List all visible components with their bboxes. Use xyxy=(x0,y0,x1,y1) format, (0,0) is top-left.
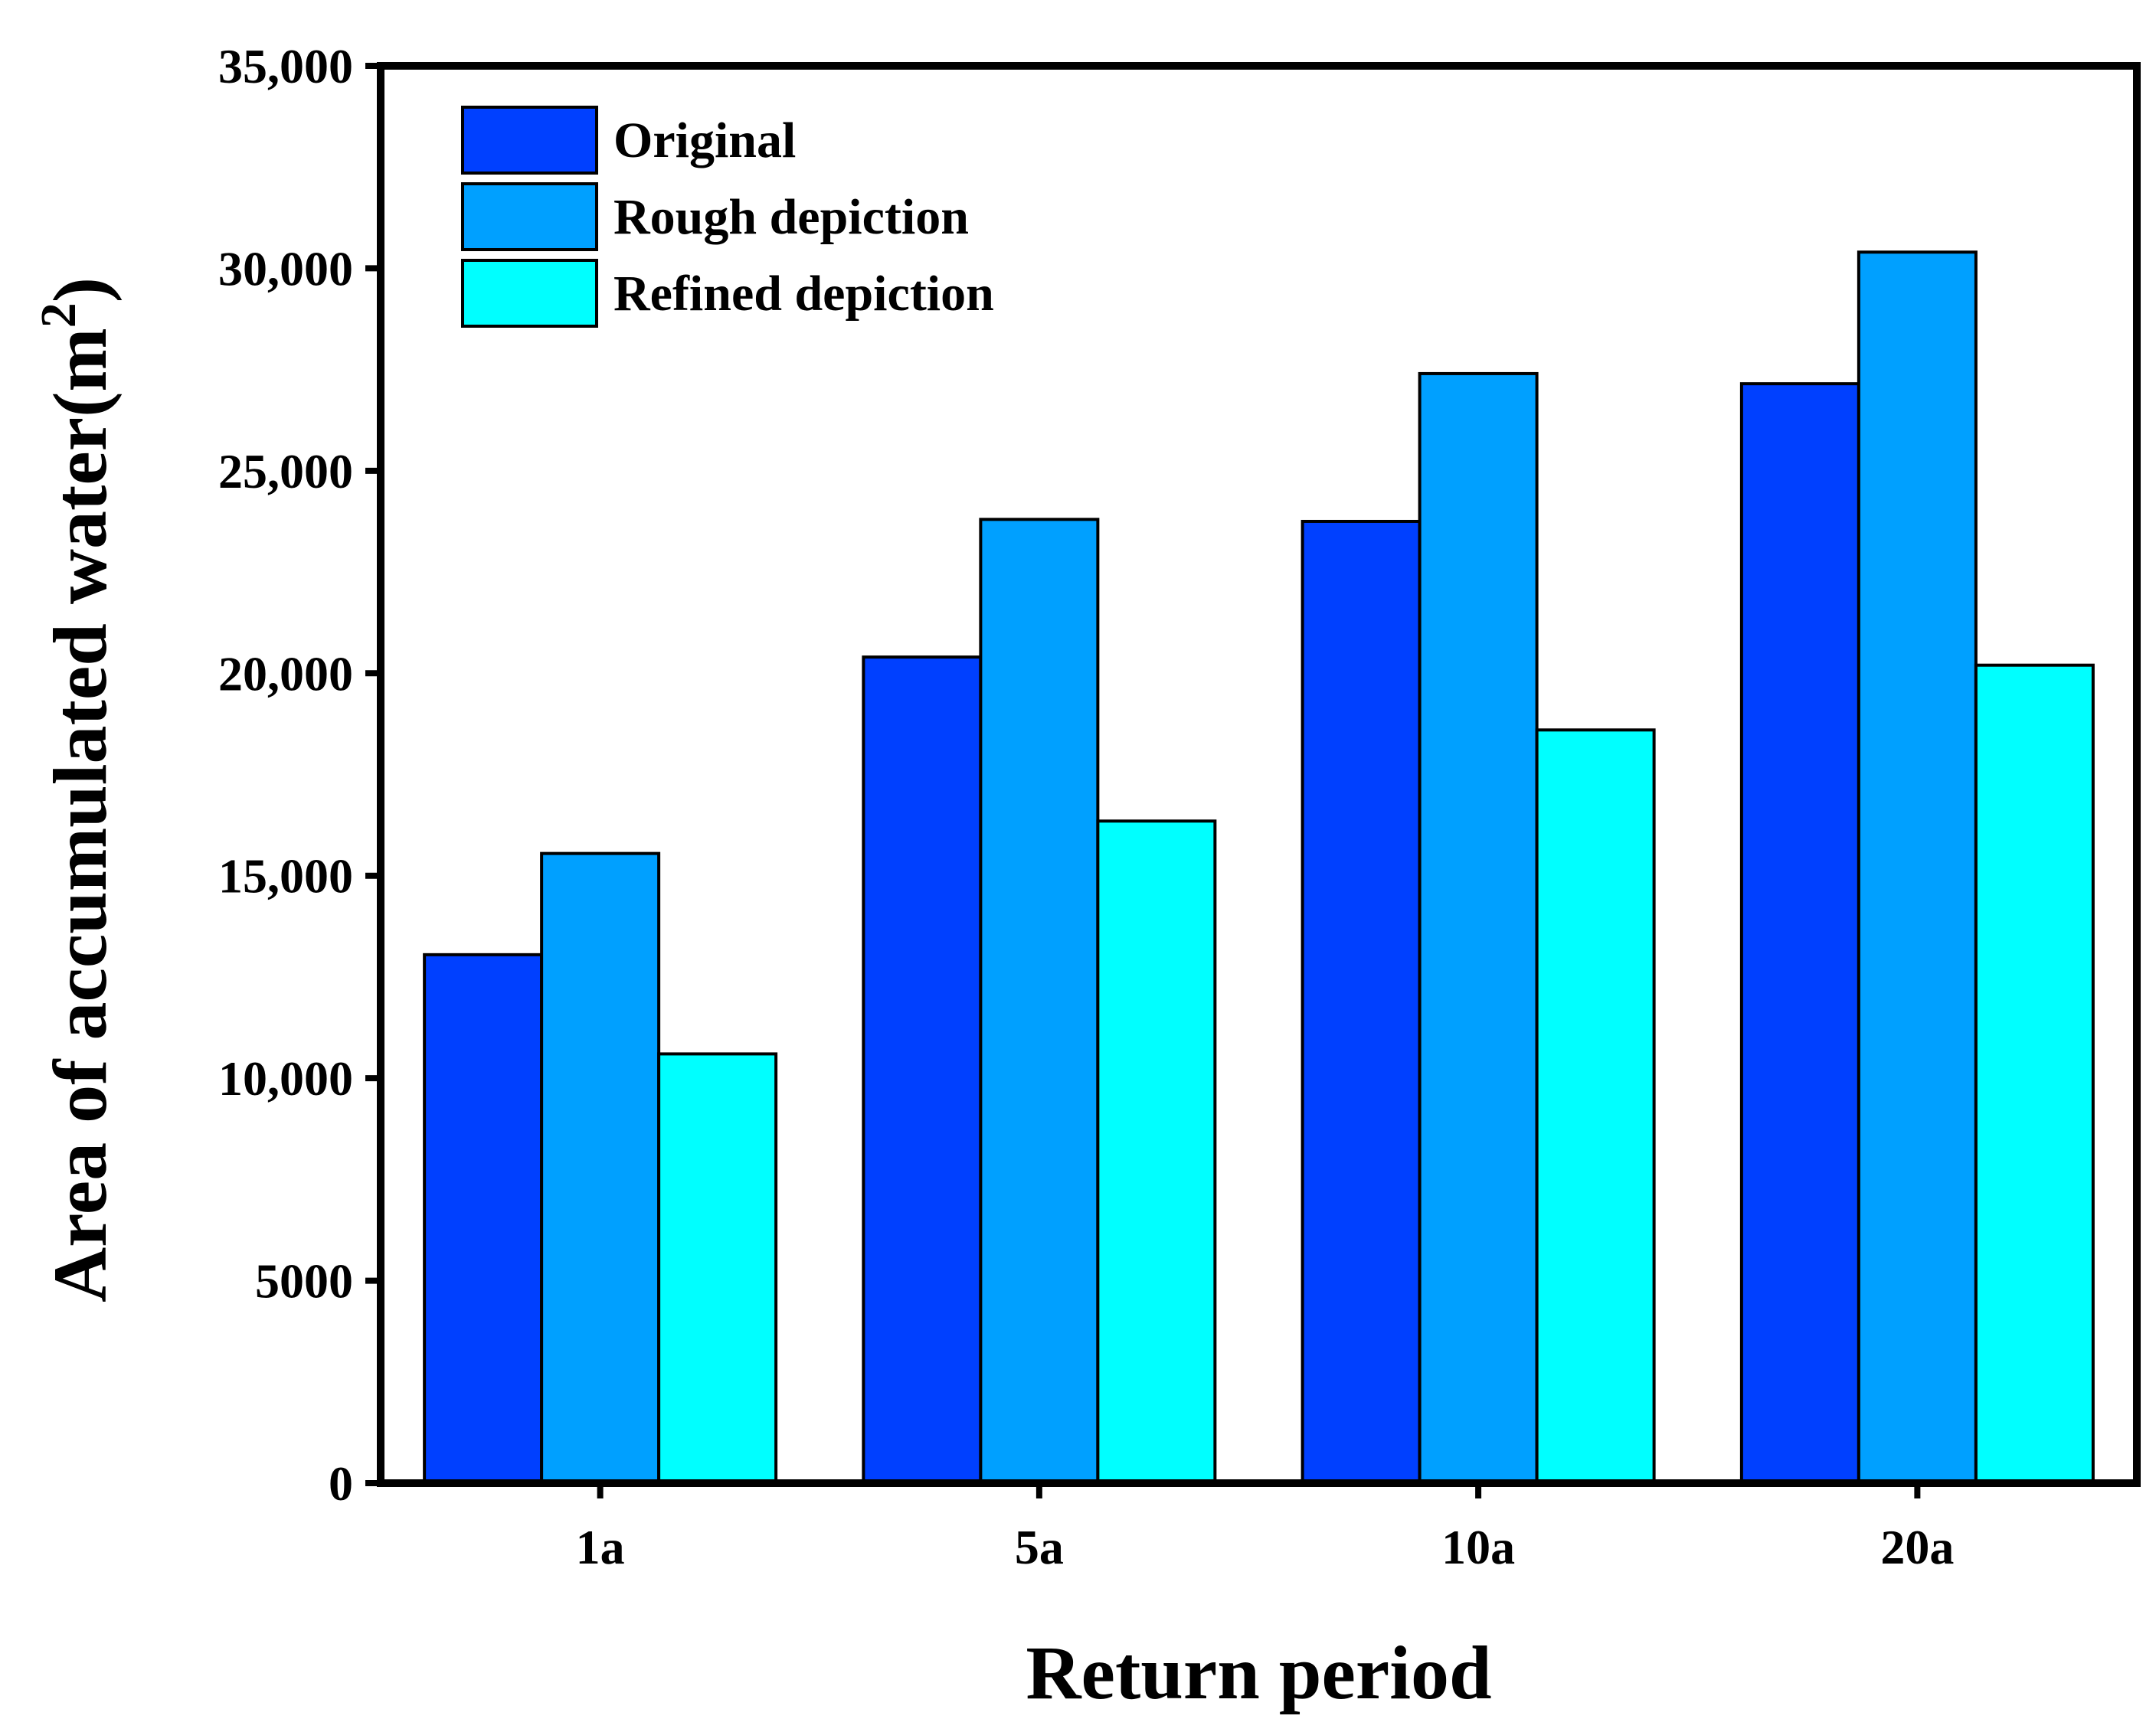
x-axis-title: Return period xyxy=(1026,1630,1491,1715)
y-tick-label: 20,000 xyxy=(218,646,353,701)
legend: Original Rough depiction Refined depiction xyxy=(461,106,994,328)
bar-rough-depiction-20a xyxy=(1857,250,1978,1485)
bar-original-20a xyxy=(1739,382,1860,1485)
legend-swatch-original xyxy=(461,106,598,175)
y-axis-title-close: ) xyxy=(38,277,123,302)
bar-original-1a xyxy=(423,953,544,1485)
legend-label: Refined depiction xyxy=(613,266,994,322)
legend-label: Rough depiction xyxy=(613,189,969,245)
y-tick-label: 0 xyxy=(329,1456,353,1511)
x-tick-label: 5a xyxy=(1015,1520,1064,1574)
legend-swatch-refined-depiction xyxy=(461,259,598,328)
y-tick-label: 35,000 xyxy=(218,39,353,93)
y-tick-label: 5000 xyxy=(255,1254,353,1309)
bar-refined-depiction-20a xyxy=(1974,663,2095,1485)
y-axis-title-main: Area of accumulated water(m xyxy=(38,328,123,1302)
bar-original-10a xyxy=(1300,519,1422,1485)
bar-rough-depiction-10a xyxy=(1418,371,1539,1485)
bar-refined-depiction-10a xyxy=(1535,728,1656,1485)
y-axis-title: Area of accumulated water(m2) xyxy=(31,277,123,1302)
y-tick-label: 10,000 xyxy=(218,1051,353,1106)
y-tick-label: 30,000 xyxy=(218,241,353,296)
x-tick-label: 10a xyxy=(1441,1520,1515,1574)
y-tick-label: 25,000 xyxy=(218,444,353,498)
bar-rough-depiction-1a xyxy=(540,851,661,1485)
bar-original-5a xyxy=(862,655,983,1485)
legend-swatch-rough-depiction xyxy=(461,182,598,251)
y-axis: 0 5000 10,000 15,000 20,000 25,000 30,000 35,00… xyxy=(218,39,381,1511)
x-tick-label: 20a xyxy=(1880,1520,1954,1574)
x-tick-label: 1a xyxy=(576,1520,625,1574)
y-tick-label: 15,000 xyxy=(218,849,353,904)
legend-label: Original xyxy=(613,113,796,168)
bars-layer xyxy=(423,250,2095,1485)
x-axis: 1a 5a 10a 20a xyxy=(576,1483,1954,1574)
bar-refined-depiction-1a xyxy=(657,1052,778,1485)
plot-frame xyxy=(377,62,2141,1487)
bar-refined-depiction-5a xyxy=(1096,819,1217,1485)
y-axis-title-superscript: 2 xyxy=(31,302,87,328)
bar-rough-depiction-5a xyxy=(979,518,1100,1485)
